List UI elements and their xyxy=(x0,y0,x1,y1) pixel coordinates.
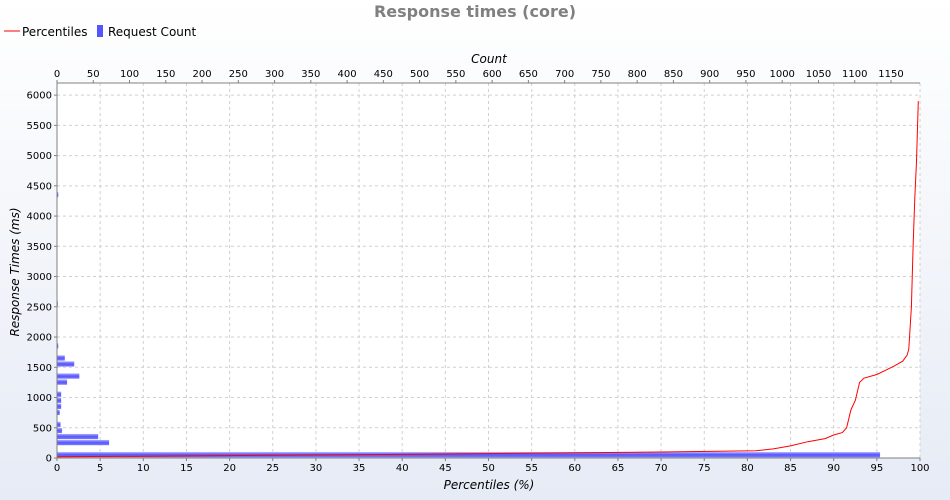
x-bottom-tick-label: 0 xyxy=(54,463,60,474)
x-top-tick-label: 400 xyxy=(338,69,357,80)
legend-request-count-label: Request Count xyxy=(108,25,196,39)
x-top-tick-label: 1000 xyxy=(769,69,794,80)
x-top-tick-label: 1050 xyxy=(806,69,831,80)
plot-area: 0 5 10 15 20 25 30 35 40 45 50 55 60 65 70 75 80 85 90 95 10… xyxy=(27,69,930,474)
x-top-tick-label: 250 xyxy=(229,69,248,80)
x-bottom-tick-label: 5 xyxy=(97,463,103,474)
request-count-bar xyxy=(56,379,68,386)
x-top-tick-label: 150 xyxy=(156,69,175,80)
x-bottom-tick-label: 100 xyxy=(910,463,929,474)
x-bottom-tick-label: 80 xyxy=(741,463,754,474)
y-tick-label: 3000 xyxy=(27,272,52,283)
request-count-bar xyxy=(56,421,61,428)
x-bottom-tick-label: 95 xyxy=(870,463,883,474)
x-bottom-tick-label: 35 xyxy=(353,463,366,474)
x-bottom-tick-label: 75 xyxy=(698,463,711,474)
y-tick-label: 1500 xyxy=(27,363,52,374)
legend: Percentiles Request Count xyxy=(4,25,196,39)
x-top-tick-label: 900 xyxy=(700,69,719,80)
x-bottom-tick-label: 25 xyxy=(266,463,279,474)
x-bottom-tick-label: 45 xyxy=(439,463,452,474)
x-bottom-tick-label: 10 xyxy=(137,463,150,474)
request-count-bar xyxy=(56,439,110,446)
x-top-tick-label: 850 xyxy=(664,69,683,80)
y-axis-label: Response Times (ms) xyxy=(8,207,22,336)
legend-request-count-swatch xyxy=(97,25,103,37)
request-count-bar xyxy=(56,373,80,380)
x-top-axis-label: Count xyxy=(471,52,508,66)
request-count-bar xyxy=(56,397,62,404)
request-count-bar xyxy=(56,355,66,361)
y-tick-label: 4000 xyxy=(27,212,52,223)
request-count-bar xyxy=(56,361,75,367)
x-top-tick-label: 950 xyxy=(736,69,755,80)
x-top-tick-label: 300 xyxy=(265,69,284,80)
y-tick-label: 2500 xyxy=(27,302,52,313)
y-tick-label: 0 xyxy=(46,454,52,465)
x-top-tick-label: 650 xyxy=(519,69,538,80)
x-top-tick-label: 700 xyxy=(555,69,574,80)
y-tick-label: 5000 xyxy=(27,151,52,162)
y-tick-label: 4500 xyxy=(27,181,52,192)
y-tick-label: 500 xyxy=(33,423,52,434)
y-tick-label: 5500 xyxy=(27,121,52,132)
x-top-tick-label: 100 xyxy=(120,69,139,80)
x-bottom-tick-label: 70 xyxy=(655,463,668,474)
request-count-bar xyxy=(56,451,881,458)
x-bottom-tick-label: 65 xyxy=(612,463,625,474)
request-count-bar xyxy=(56,427,63,434)
request-count-bar xyxy=(56,433,99,440)
x-top-tick-label: 50 xyxy=(87,69,100,80)
x-bottom-tick-label: 85 xyxy=(784,463,797,474)
x-top-tick-label: 200 xyxy=(192,69,211,80)
x-bottom-tick-label: 20 xyxy=(223,463,236,474)
x-top-tick-label: 0 xyxy=(54,69,60,80)
request-count-bar xyxy=(56,391,62,398)
x-bottom-tick-label: 55 xyxy=(525,463,538,474)
x-bottom-tick-label: 15 xyxy=(180,463,193,474)
x-top-tick-label: 750 xyxy=(591,69,610,80)
x-top-tick-label: 550 xyxy=(446,69,465,80)
x-top-tick-label: 1100 xyxy=(842,69,867,80)
percentiles-line xyxy=(56,101,919,458)
x-top-tick-label: 350 xyxy=(301,69,320,80)
x-top-tick-label: 600 xyxy=(483,69,502,80)
x-top-tick-label: 500 xyxy=(410,69,429,80)
legend-percentiles-label: Percentiles xyxy=(22,25,87,39)
x-top-tick-label: 1150 xyxy=(878,69,903,80)
x-bottom-tick-label: 30 xyxy=(310,463,323,474)
y-tick-label: 1000 xyxy=(27,393,52,404)
y-tick-label: 2000 xyxy=(27,333,52,344)
x-top-tick-label: 450 xyxy=(374,69,393,80)
x-bottom-tick-label: 50 xyxy=(482,463,495,474)
y-tick-label: 6000 xyxy=(27,91,52,102)
x-top-tick-label: 800 xyxy=(628,69,647,80)
chart-title: Response times (core) xyxy=(374,2,576,21)
request-count-bar xyxy=(56,403,62,410)
y-tick-label: 3500 xyxy=(27,242,52,253)
x-bottom-tick-label: 60 xyxy=(568,463,581,474)
x-bottom-axis-label: Percentiles (%) xyxy=(444,478,535,492)
x-bottom-tick-label: 40 xyxy=(396,463,409,474)
x-bottom-tick-label: 90 xyxy=(827,463,840,474)
